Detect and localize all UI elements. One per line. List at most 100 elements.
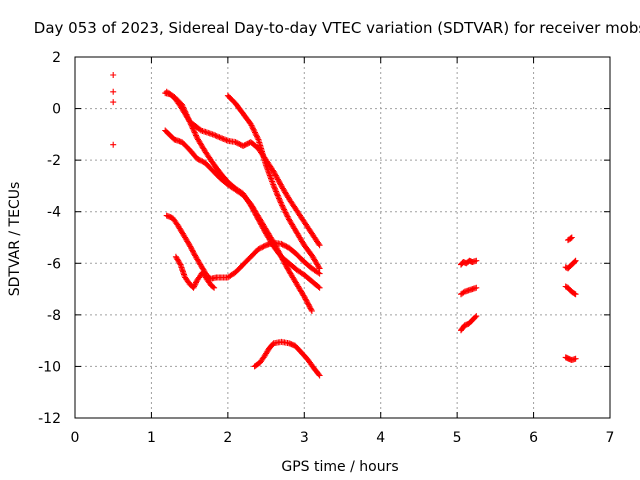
data-point-arc-c <box>179 103 186 110</box>
data-point-arc-c <box>250 207 257 214</box>
y-tick-label: -8 <box>47 308 61 324</box>
data-point-arc-a <box>217 134 224 141</box>
data-point-arc-a <box>220 136 227 142</box>
data-point-arc-a <box>271 170 278 176</box>
y-tick-label: -6 <box>47 256 61 272</box>
data-point-arc-b <box>302 296 309 303</box>
data-point-arc-c <box>316 284 323 291</box>
data-point-arc-a <box>215 133 222 140</box>
data-point-arc-d <box>277 199 284 206</box>
data-point-arc-a <box>235 140 241 147</box>
data-point-arc-b <box>302 295 308 302</box>
chart-title: Day 053 of 2023, Sidereal Day-to-day VTE… <box>34 19 640 37</box>
data-point-arc-a <box>274 175 281 182</box>
data-point-isolated <box>110 88 117 95</box>
data-point-arc-c <box>191 129 198 136</box>
data-point-arc-b <box>305 301 312 308</box>
data-point-arc-d <box>252 129 258 136</box>
data-point-arc-d <box>276 195 282 202</box>
data-point-arc-c <box>184 112 191 119</box>
data-point-isolated <box>110 99 117 106</box>
y-tick-label: -10 <box>38 359 61 375</box>
data-point-arc-a <box>315 240 322 247</box>
data-point-arc-d <box>251 128 258 135</box>
data-point-arc-f <box>211 284 218 291</box>
data-point-arc-d <box>279 202 286 209</box>
data-point-arc-d <box>276 196 283 203</box>
data-point-arc-f <box>192 280 199 287</box>
data-point-arc-d <box>252 130 259 137</box>
data-point-arc-c <box>183 111 190 118</box>
x-tick-label: 2 <box>223 430 232 446</box>
data-point-arc-c <box>186 118 193 125</box>
data-point-arc-a <box>272 172 279 179</box>
x-tick-label: 3 <box>300 430 309 446</box>
data-point-arc-e <box>190 248 196 255</box>
data-point-arc-d <box>281 206 288 213</box>
data-point-arc-b <box>306 304 313 311</box>
data-point-arc-d <box>281 208 288 214</box>
y-tick-label: 0 <box>52 102 61 118</box>
data-point-arc-d <box>249 123 256 130</box>
data-point-arc-f <box>210 283 217 290</box>
data-point-arc-c <box>184 114 191 121</box>
data-point-arc-c <box>193 133 200 140</box>
data-point-arc-d <box>249 125 256 132</box>
data-point-arc-d <box>272 187 279 194</box>
data-point-arc-c <box>256 219 263 225</box>
y-tick-label: -12 <box>38 411 61 427</box>
data-point-arc-a <box>211 131 217 138</box>
data-point-arc-e <box>315 269 322 276</box>
data-point-arc-c <box>189 125 196 132</box>
data-point-arc-e <box>186 242 193 249</box>
y-tick-label: -4 <box>47 205 61 221</box>
y-tick-label: 2 <box>52 50 61 66</box>
data-point-arc-b <box>196 157 203 164</box>
data-point-arc-d <box>280 205 287 212</box>
data-point-arc-a <box>236 141 243 147</box>
data-point-arc-b <box>306 302 313 309</box>
data-point-arc-a <box>222 136 229 143</box>
data-point-arc-g <box>315 371 322 378</box>
data-point-arc-d <box>254 133 260 140</box>
x-tick-label: 1 <box>147 430 156 446</box>
axis-ticks: 0 1 2 3 4 5 6 7 -12 -10 -8 -6 -4 -2 0 2 <box>38 50 614 446</box>
data-point-arc-a <box>316 242 323 249</box>
data-point-arc-a <box>273 173 280 180</box>
data-point-seg-5c <box>472 314 479 321</box>
data-point-seg-6a <box>568 234 575 241</box>
x-tick-label: 4 <box>376 430 385 446</box>
data-point-arc-e <box>316 270 323 277</box>
data-point-arc-b <box>308 308 315 314</box>
y-axis-label: SDTVAR / TECUs <box>7 182 23 297</box>
data-point-arc-c <box>249 206 256 213</box>
data-point-isolated <box>110 141 117 148</box>
data-point-arc-c <box>185 115 192 122</box>
data-point-arc-a <box>213 133 220 140</box>
data-point-arc-c <box>191 128 198 135</box>
data-point-arc-d <box>283 212 290 219</box>
data-point-seg-6a <box>568 235 574 242</box>
data-point-arc-c <box>193 132 199 139</box>
data-point-arc-e <box>279 241 286 248</box>
data-points <box>110 72 579 379</box>
data-point-arc-f <box>176 260 183 267</box>
data-point-arc-c <box>262 229 269 236</box>
data-point-arc-c <box>258 222 265 229</box>
x-axis-label: GPS time / hours <box>281 459 398 475</box>
data-point-arc-e <box>255 246 262 253</box>
data-point-arc-a <box>223 137 230 144</box>
data-point-arc-c <box>257 220 264 227</box>
data-point-arc-c <box>192 131 199 137</box>
data-point-arc-c <box>182 110 189 117</box>
data-point-arc-c <box>251 208 258 215</box>
data-point-arc-c <box>258 221 265 228</box>
data-point-arc-d <box>282 209 289 216</box>
data-point-arc-c <box>255 216 262 223</box>
data-point-seg-6c <box>572 291 579 298</box>
data-point-arc-c <box>187 121 194 128</box>
data-point-arc-d <box>250 126 257 133</box>
data-point-arc-d <box>277 198 284 205</box>
data-point-seg-5b <box>460 289 467 296</box>
